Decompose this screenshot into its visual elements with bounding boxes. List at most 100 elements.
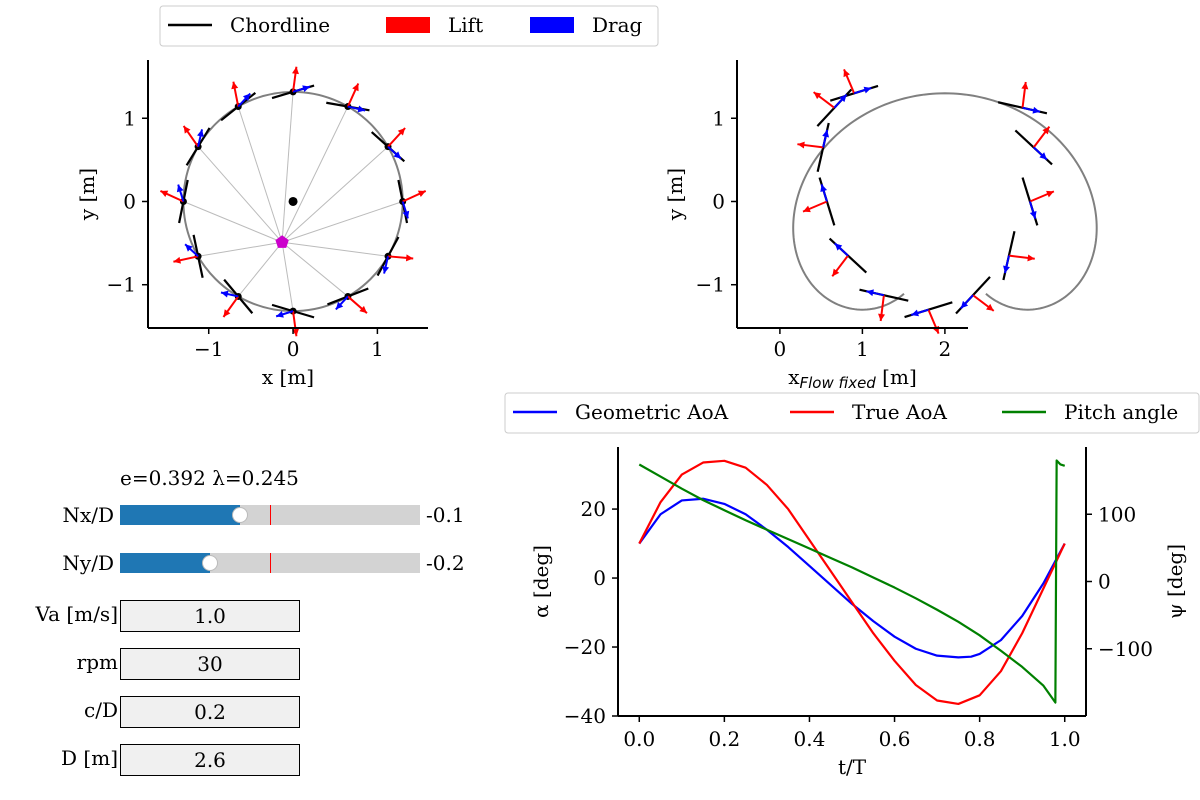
rotor-drag-arrow xyxy=(382,256,390,274)
flow-lift-arrow xyxy=(831,254,849,277)
slider-nx[interactable] xyxy=(120,505,420,525)
flow-lift-arrow xyxy=(813,91,835,109)
textbox-chord[interactable]: 0.2 xyxy=(120,696,300,728)
slider-ny-handle[interactable] xyxy=(202,555,218,571)
flow-lift-arrow-head xyxy=(1042,126,1050,135)
flow-drag-arrow xyxy=(1028,201,1037,219)
flow-lift-arrow xyxy=(843,68,856,94)
flow-drag-arrow xyxy=(822,129,830,148)
angles-x-tick-label: 1.0 xyxy=(1049,727,1081,751)
rotor-lift-arrow-head xyxy=(359,305,367,314)
rotor-lift-arrow-head xyxy=(292,66,299,75)
flow-drag-arrow xyxy=(834,242,849,257)
angles-y2-label: ψ [deg] xyxy=(1163,544,1187,619)
flow-y-tick-label: 0 xyxy=(712,189,725,213)
flow-lift-arrow-head xyxy=(843,69,850,78)
legend-lift-swatch xyxy=(386,17,430,33)
rotor-y-tick-label: 1 xyxy=(123,106,136,130)
rotor-lift-arrow-head xyxy=(405,254,414,262)
rotor-lift-arrow xyxy=(387,254,414,262)
rotor-lift-arrow xyxy=(346,83,360,107)
rotor-y-tick-label: 0 xyxy=(123,189,136,213)
rotor-lift-arrow xyxy=(402,190,427,203)
flow-lift-arrow xyxy=(1008,254,1035,262)
flow-drag-arrow xyxy=(833,93,848,109)
flow-plot: 0 1 2 −1 0 1 xFlow fixed [m] y [m] xyxy=(663,60,1098,392)
rotor-lift-arrow xyxy=(387,127,406,148)
flow-lift-arrow-head xyxy=(878,313,886,321)
rotor-drag-arrow xyxy=(275,310,294,318)
slider-nx-label: Nx/D xyxy=(62,503,114,527)
textbox-rpm-label: rpm xyxy=(76,650,118,674)
flow-drag-arrow-head xyxy=(911,309,919,317)
slider-nx-value: -0.1 xyxy=(426,503,465,527)
rotor-spoke xyxy=(281,242,294,312)
rotor-drag-arrow-head xyxy=(220,290,229,298)
rotor-drag-arrow-head xyxy=(176,184,184,193)
flow-x-tick-label: 2 xyxy=(939,337,952,361)
angles-y2-tick-label: 0 xyxy=(1098,570,1111,594)
flow-y-label: y [m] xyxy=(663,168,687,221)
flow-drag-arrow xyxy=(1022,106,1041,114)
rotor-x-tick-label: 0 xyxy=(287,337,300,361)
textbox-diameter-label: D [m] xyxy=(61,746,118,770)
legend-mid-label: Pitch angle xyxy=(1064,400,1178,424)
rotor-lift-arrow-head xyxy=(173,256,181,264)
rotor-lift-arrow-head xyxy=(160,190,169,198)
rotor-y-label: y [m] xyxy=(75,168,99,221)
textbox-va[interactable]: 1.0 xyxy=(120,600,300,632)
flow-drag-arrow-head xyxy=(863,86,872,94)
flow-lift-arrow-head xyxy=(1027,254,1035,262)
rotor-drag-arrow-head xyxy=(197,129,204,138)
rotor-spoke xyxy=(281,91,294,243)
flow-drag-arrow xyxy=(960,294,974,310)
rotor-drag-arrow xyxy=(335,295,349,311)
rotor-blade-point xyxy=(289,307,297,315)
textbox-diameter[interactable]: 2.6 xyxy=(120,744,300,776)
rotor-center-point xyxy=(288,196,298,206)
series-line-1 xyxy=(638,459,1066,706)
rotor-drag-arrow xyxy=(347,105,366,113)
slider-ny[interactable] xyxy=(120,553,420,573)
flow-lift-arrow xyxy=(1029,190,1055,203)
textbox-rpm[interactable]: 30 xyxy=(120,648,300,680)
flow-drag-arrow-head xyxy=(820,184,828,193)
flow-drag-arrow-head xyxy=(1029,210,1037,219)
angles-x-tick-label: 0.2 xyxy=(708,727,740,751)
flow-drag-arrow-head xyxy=(960,300,969,309)
rotor-x-label: x [m] xyxy=(262,365,314,389)
flow-y-tick-label: −1 xyxy=(696,273,725,297)
angles-y-tick-label: −40 xyxy=(564,704,606,728)
angles-y-tick-label: 20 xyxy=(581,497,606,521)
rotor-lift-arrow-head xyxy=(352,83,359,92)
angles-x-tick-label: 0.8 xyxy=(964,727,996,751)
legend-top-label: Lift xyxy=(448,13,483,37)
flow-drag-arrow xyxy=(910,308,929,317)
rotor-lift-arrow-head xyxy=(397,128,406,136)
rotor-drag-arrow xyxy=(292,85,311,93)
rotor-x-tick-label: −1 xyxy=(194,337,223,361)
slider-nx-handle[interactable] xyxy=(232,507,248,523)
rotor-lift-arrow xyxy=(231,81,240,107)
rotor-spoke xyxy=(281,106,349,243)
rotor-drag-arrow-head xyxy=(335,301,344,310)
rotor-lift-arrow xyxy=(292,66,299,92)
legend-top: Chordline Lift Drag xyxy=(159,5,659,47)
rotor-drag-arrow-head xyxy=(185,244,193,252)
series-line-2 xyxy=(638,459,1066,704)
rotor-spoke xyxy=(198,241,283,257)
rotor-spoke xyxy=(183,201,283,243)
rotor-plot: −1 0 1 −1 0 1 x [m] y [m] xyxy=(75,60,428,389)
flow-lift-arrow xyxy=(797,141,824,149)
flow-lift-arrow-head xyxy=(1046,190,1054,198)
flow-lift-arrow-head xyxy=(802,205,811,213)
slider-nx-initial-marker xyxy=(270,505,271,525)
rotor-pivot-marker xyxy=(275,235,289,248)
angles-y-label: α [deg] xyxy=(529,545,553,618)
rotor-lift-arrow-head xyxy=(417,190,426,198)
rotor-spoke xyxy=(282,241,389,257)
legend-top-label: Drag xyxy=(592,13,643,37)
flow-lift-arrow xyxy=(1021,81,1029,108)
flow-drag-arrow xyxy=(1003,255,1010,274)
rotor-drag-arrow xyxy=(401,201,410,219)
